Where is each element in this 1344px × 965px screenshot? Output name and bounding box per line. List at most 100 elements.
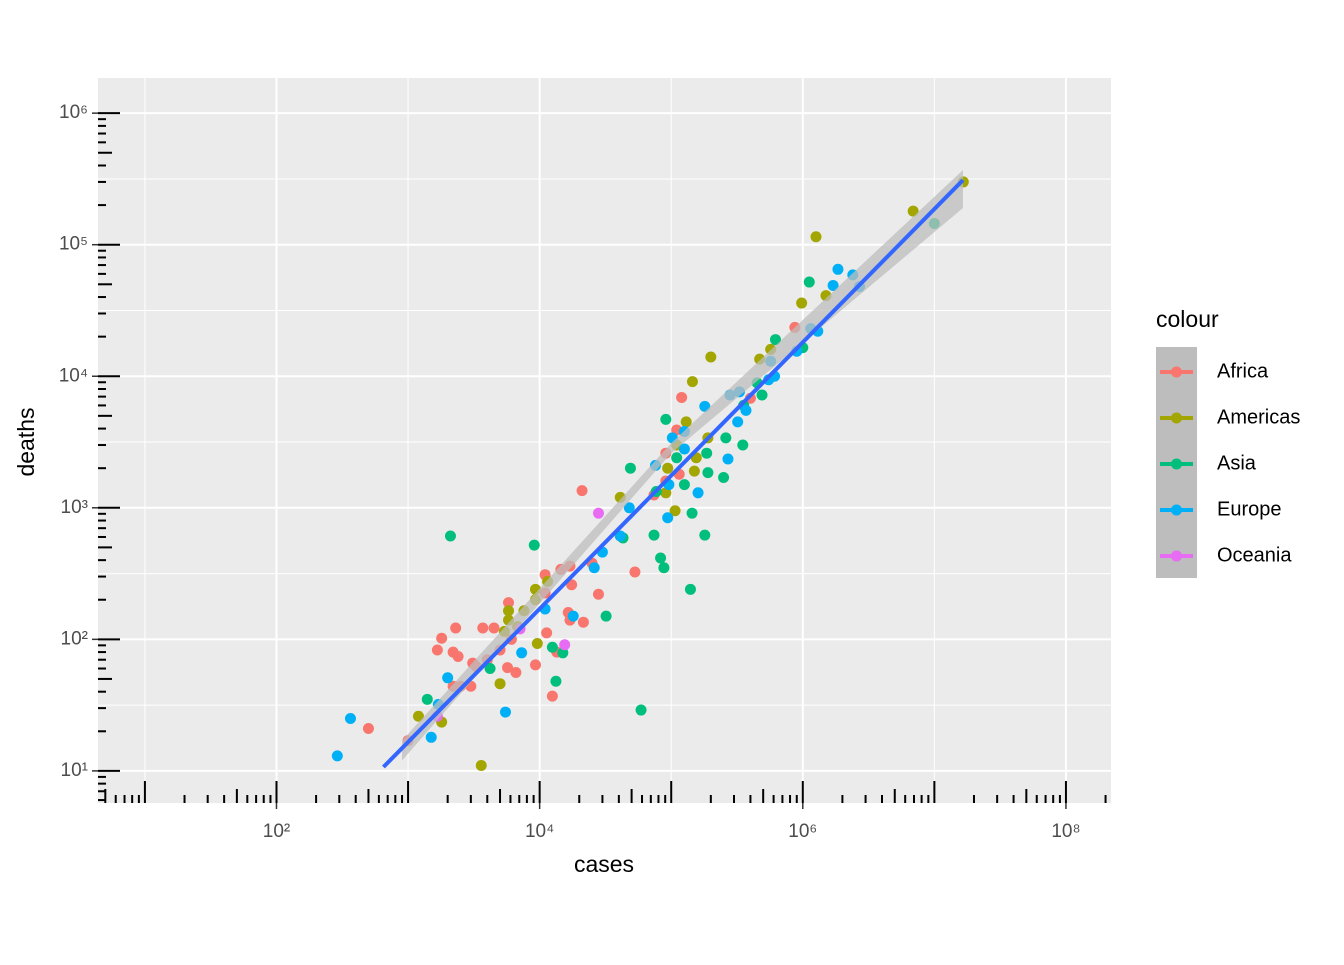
point bbox=[662, 512, 674, 524]
point bbox=[796, 297, 808, 309]
point bbox=[546, 641, 558, 653]
point bbox=[600, 610, 612, 622]
point bbox=[722, 453, 734, 465]
point bbox=[684, 583, 696, 595]
point bbox=[436, 632, 448, 644]
point bbox=[475, 759, 487, 771]
point bbox=[688, 465, 700, 477]
point bbox=[907, 205, 919, 217]
point bbox=[614, 530, 626, 542]
point bbox=[705, 351, 717, 363]
legend-label: Africa bbox=[1217, 360, 1269, 382]
point bbox=[669, 505, 681, 517]
point bbox=[546, 690, 558, 702]
point bbox=[592, 588, 604, 600]
x-tick-label: 10⁶ bbox=[788, 821, 817, 842]
point bbox=[450, 622, 462, 634]
point bbox=[444, 530, 456, 542]
point bbox=[671, 452, 683, 464]
point bbox=[699, 529, 711, 541]
point bbox=[702, 467, 714, 479]
trend-line bbox=[382, 178, 965, 769]
point bbox=[488, 622, 500, 634]
point bbox=[499, 706, 511, 718]
legend-title: colour bbox=[1156, 306, 1219, 332]
y-tick-label: 10² bbox=[61, 628, 88, 649]
legend-label: Americas bbox=[1217, 406, 1300, 428]
point bbox=[648, 529, 660, 541]
point bbox=[412, 710, 424, 722]
legend-key-point bbox=[1171, 504, 1182, 516]
point bbox=[680, 416, 692, 428]
y-tick-label: 10³ bbox=[61, 497, 88, 518]
point bbox=[769, 334, 781, 346]
point bbox=[629, 566, 641, 578]
point bbox=[676, 391, 688, 403]
point bbox=[425, 731, 437, 743]
confidence-band bbox=[402, 169, 963, 761]
x-tick-label: 10² bbox=[263, 821, 290, 842]
point bbox=[592, 507, 604, 519]
point bbox=[756, 389, 768, 401]
point bbox=[442, 672, 454, 684]
point bbox=[577, 616, 589, 628]
point bbox=[452, 651, 464, 663]
legend-key-point bbox=[1171, 412, 1182, 424]
point bbox=[701, 447, 713, 459]
point bbox=[660, 413, 672, 425]
point bbox=[827, 279, 839, 291]
legend-key-point bbox=[1171, 458, 1182, 470]
point bbox=[421, 693, 433, 705]
point bbox=[567, 610, 579, 622]
point bbox=[686, 376, 698, 388]
point bbox=[692, 487, 704, 499]
point bbox=[503, 597, 515, 609]
point bbox=[576, 485, 588, 497]
point bbox=[344, 713, 356, 725]
point bbox=[678, 479, 690, 491]
point bbox=[678, 443, 690, 455]
point bbox=[737, 439, 749, 451]
point bbox=[529, 659, 541, 671]
legend-label: Oceania bbox=[1217, 544, 1292, 566]
point bbox=[502, 662, 514, 674]
y-tick-label: 10¹ bbox=[61, 760, 88, 781]
point bbox=[503, 605, 515, 617]
y-tick-label: 10⁶ bbox=[59, 102, 88, 123]
point bbox=[832, 263, 844, 275]
point bbox=[623, 502, 635, 514]
point bbox=[516, 647, 528, 659]
point bbox=[550, 675, 562, 687]
x-axis-title: cases bbox=[574, 851, 634, 877]
point bbox=[531, 637, 543, 649]
point bbox=[510, 666, 522, 678]
point bbox=[528, 539, 540, 551]
point bbox=[686, 507, 698, 519]
y-axis-title: deaths bbox=[13, 407, 39, 476]
point bbox=[559, 639, 571, 651]
point bbox=[803, 276, 815, 288]
legend-key-point bbox=[1171, 550, 1182, 562]
point bbox=[588, 562, 600, 574]
point bbox=[635, 704, 647, 716]
point bbox=[541, 627, 553, 639]
x-tick-label: 10⁸ bbox=[1051, 821, 1080, 842]
y-tick-label: 10⁴ bbox=[59, 365, 88, 386]
point bbox=[362, 722, 374, 734]
point bbox=[655, 552, 667, 564]
point bbox=[732, 416, 744, 428]
point bbox=[662, 462, 674, 474]
legend-label: Europe bbox=[1217, 498, 1282, 520]
point bbox=[331, 750, 343, 762]
point bbox=[484, 663, 496, 675]
point bbox=[740, 404, 752, 416]
point bbox=[658, 562, 670, 574]
point bbox=[718, 471, 730, 483]
point bbox=[494, 678, 506, 690]
legend-key-point bbox=[1171, 366, 1182, 378]
point bbox=[431, 644, 443, 656]
point bbox=[624, 462, 636, 474]
point bbox=[477, 622, 489, 634]
x-tick-label: 10⁴ bbox=[525, 821, 554, 842]
